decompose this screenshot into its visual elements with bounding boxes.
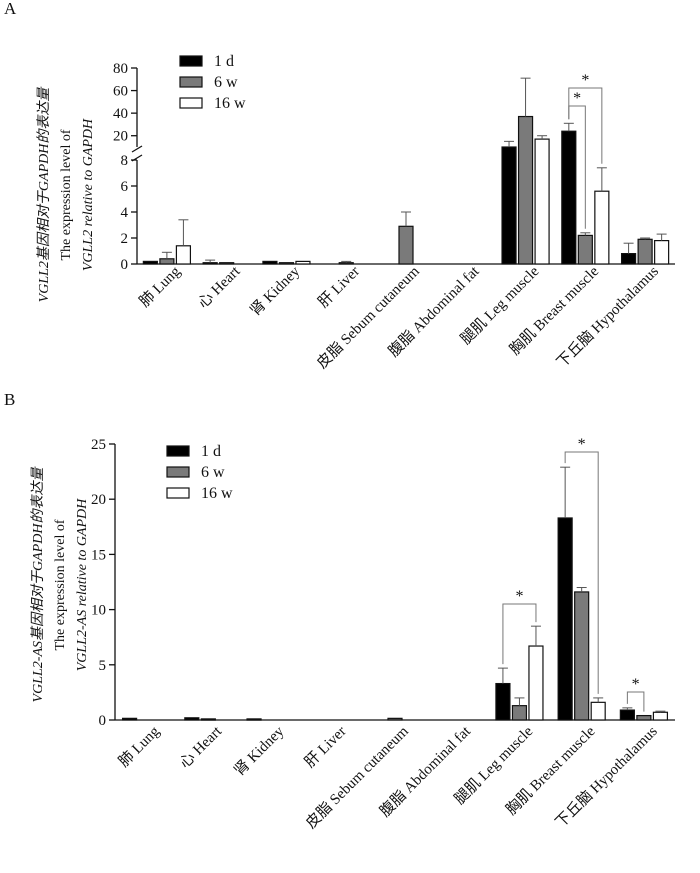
legend-label-series-1: 1 d [201, 443, 221, 460]
y-tick-label: 25 [91, 437, 106, 453]
bar-breast-muscle-series-1 [561, 130, 577, 265]
y-tick-label: 5 [99, 658, 107, 674]
significance-bracket-breast-muscle [568, 87, 603, 164]
x-tick-label-lung: 肺 Lung [136, 262, 184, 310]
y-tick-label: 0 [121, 257, 129, 273]
significance-star-leg-muscle: * [515, 588, 523, 605]
y-axis-label-line: The expression level of [59, 129, 74, 260]
bar-leg-muscle-series-1 [501, 146, 517, 265]
bar-leg-muscle-series-3 [534, 138, 550, 265]
legend-swatch-series-3 [166, 487, 190, 499]
panel-b-letter: B [4, 390, 15, 409]
bar-heart-series-1 [202, 262, 218, 265]
legend-swatch-series-2 [166, 466, 190, 478]
y-tick-label: 40 [113, 106, 128, 122]
y-tick-label: 4 [121, 205, 129, 221]
bar-leg-muscle-series-2 [511, 705, 528, 721]
x-tick-label-liver: 肝 Liver [315, 263, 363, 311]
y-tick-label: 15 [91, 547, 106, 563]
y-tick-label: 60 [113, 84, 128, 100]
significance-bracket-hypothalamus [626, 691, 645, 712]
y-tick-label: 10 [91, 603, 106, 619]
significance-star-hypothalamus: * [632, 676, 640, 693]
legend-swatch-series-1 [179, 55, 203, 67]
y-tick-label: 20 [91, 492, 106, 508]
bar-sebum-series-2 [398, 225, 414, 265]
y-tick-label: 20 [113, 129, 128, 145]
y-axis-label-line: VGLL2基因相对于GAPDH的表达量 [36, 86, 52, 303]
bar-kidney-series-3 [295, 260, 311, 265]
bar-breast-muscle-series-2 [574, 591, 590, 721]
y-tick-label: 6 [121, 179, 129, 195]
bar-breast-muscle-series-2 [577, 234, 593, 265]
x-tick-label-liver: 肝 Liver [301, 723, 349, 771]
x-tick-label-kidney: 肾 Kidney [231, 722, 288, 779]
bar-kidney-series-1 [262, 260, 278, 265]
bar-lung-series-3 [175, 245, 192, 265]
legend-label-series-1: 1 d [214, 53, 234, 70]
bar-hypothalamus-series-2 [637, 238, 653, 265]
bar-leg-muscle-series-3 [528, 645, 544, 721]
significance-bracket-leg-muscle [502, 603, 537, 665]
y-tick-label: 2 [121, 231, 129, 247]
significance-bracket-breast-muscle [564, 451, 599, 694]
x-tick-label-sebum: 皮脂 Sebum cutaneum [314, 263, 423, 372]
x-tick-label-sebum: 皮脂 Sebum cutaneum [303, 723, 412, 832]
bar-sebum-series-2 [387, 717, 403, 721]
bar-breast-muscle-series-1 [557, 517, 573, 721]
significance-star-breast-muscle: * [578, 436, 586, 453]
bar-breast-muscle-series-3 [594, 190, 610, 265]
bar-leg-muscle-series-1 [495, 682, 511, 721]
y-tick-label: 8 [121, 153, 129, 169]
bar-kidney-series-2 [278, 262, 295, 265]
bar-lung-series-1 [142, 260, 158, 265]
x-tick-label-kidney: 肾 Kidney [247, 262, 304, 319]
legend-label-series-2: 6 w [214, 74, 238, 91]
bar-hypothalamus-series-1 [619, 709, 635, 721]
panel-a-chart: VGLL2基因相对于GAPDH的表达量 The expression level … [36, 53, 675, 372]
bar-breast-muscle-series-3 [590, 701, 606, 721]
x-tick-label-lung: 肺 Lung [115, 722, 163, 770]
panel-a-letter: A [4, 0, 17, 18]
significance-star-breast-muscle: * [581, 72, 589, 89]
legend-label-series-3: 16 w [201, 485, 233, 502]
legend-swatch-series-2 [179, 76, 203, 88]
y-tick-label: 0 [99, 713, 107, 729]
bar-heart-series-1 [184, 717, 200, 721]
bar-hypothalamus-series-2 [636, 714, 652, 721]
y-axis-label-line: VGLL2 relative to GAPDH [81, 118, 96, 271]
axis-break-mark [131, 145, 143, 153]
legend-swatch-series-1 [166, 445, 190, 457]
bar-lung-series-1 [121, 717, 138, 721]
x-tick-label-heart: 心 Heart [195, 262, 244, 311]
bar-heart-series-2 [200, 718, 216, 721]
bar-kidney-series-1 [246, 718, 262, 721]
y-tick-label: 80 [113, 61, 128, 77]
panel-b-chart: VGLL2-AS基因相对于GAPDH的表达量 The expression lev… [30, 436, 675, 832]
x-tick-label-hypothalamus: 下丘脑 Hypothalamus [552, 723, 660, 831]
y-axis-label-line: VGLL2-AS基因相对于GAPDH的表达量 [30, 466, 46, 703]
bar-hypothalamus-series-3 [652, 711, 669, 721]
y-axis-label-line: VGLL2-AS relative to GAPDH [75, 498, 90, 671]
x-tick-label-heart: 心 Heart [176, 722, 225, 771]
bar-leg-muscle-series-2 [517, 115, 534, 265]
bar-heart-series-2 [219, 262, 235, 265]
significance-star-breast-muscle: * [573, 90, 581, 107]
x-tick-label-hypothalamus: 下丘脑 Hypothalamus [554, 263, 662, 371]
legend-label-series-2: 6 w [201, 464, 225, 481]
legend-label-series-3: 16 w [214, 95, 246, 112]
bar-hypothalamus-series-3 [654, 240, 670, 265]
y-axis-label-line: The expression level of [53, 519, 68, 650]
bar-hypothalamus-series-1 [620, 253, 637, 265]
legend-swatch-series-3 [179, 97, 203, 109]
